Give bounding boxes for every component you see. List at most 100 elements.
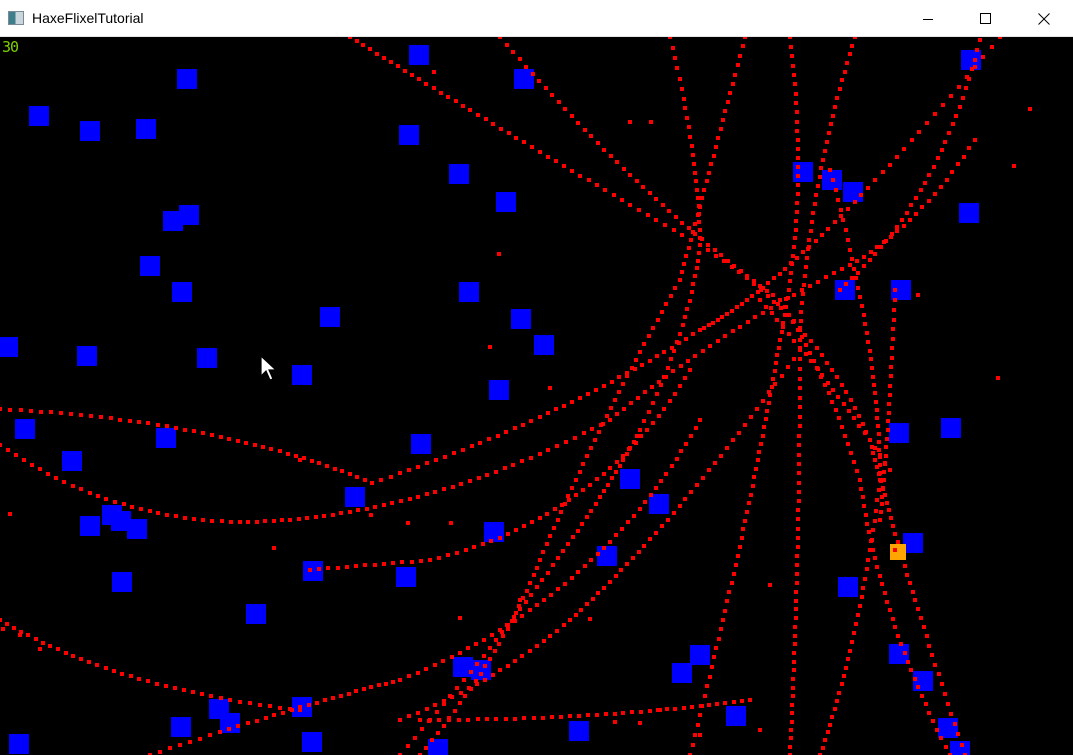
bullet [950,170,954,174]
bullet [659,383,663,387]
bullet [919,616,923,620]
minimize-button[interactable] [899,0,957,37]
bullet [849,398,853,402]
bullet [975,48,979,52]
title-bar[interactable]: HaxeFlixelTutorial [0,0,1073,37]
bullet [602,489,606,493]
bullet [685,307,689,311]
bullet [962,155,966,159]
bullet [466,646,470,650]
bullet [905,573,909,577]
bullet [816,280,820,284]
bullet [369,685,373,689]
bullet [738,545,742,549]
enemy-square [320,307,340,327]
bullet [479,672,483,676]
bullet [862,313,866,317]
bullet [948,753,952,755]
bullet [850,276,854,280]
bullet [389,475,393,479]
bullet [498,37,502,39]
bullet [638,507,642,511]
bullet [555,629,559,633]
bullet [227,437,231,441]
maximize-button[interactable] [957,0,1015,37]
bullet [563,107,567,111]
bullet [671,46,675,50]
game-canvas[interactable]: 30 [0,37,1073,755]
bullet [570,114,574,118]
bullet [863,322,867,326]
bullet [836,198,840,202]
bullet [963,753,967,755]
bullet [811,211,815,215]
bullet [628,173,632,177]
bullet [356,508,360,512]
bullet [741,44,745,48]
bullet [961,96,965,100]
bullet [920,694,924,698]
bullet [858,295,862,299]
bullet [990,45,994,49]
bullet [996,376,1000,380]
bullet [796,147,800,151]
bullet [795,581,799,585]
bullet [840,383,844,387]
bullet [604,712,608,716]
bullet [491,122,495,126]
bullet [853,200,857,204]
bullet [712,655,716,659]
bullet [916,685,920,689]
bullet [620,198,624,202]
bullet [522,524,526,528]
bullet [430,738,434,742]
bullet [697,220,701,224]
bullet [792,245,796,249]
bullet [816,184,820,188]
enemy-square [959,203,979,223]
bullet [804,265,808,269]
bullet [743,423,747,427]
bullet [459,482,463,486]
bullet [943,140,947,144]
bullet [935,728,939,732]
bullet [550,715,554,719]
bullet [683,376,687,380]
close-icon [1038,12,1050,25]
close-button[interactable] [1015,0,1073,37]
bullet [953,722,957,726]
bullet [413,736,417,740]
bullet [798,424,802,428]
bullet [795,572,799,576]
bullet [713,461,717,465]
bullet [148,509,152,513]
bullet [839,208,843,212]
bullet [59,411,63,415]
bullet [470,444,474,448]
bullet [531,72,535,76]
bullet [535,585,539,589]
bullet [794,101,798,105]
bullet [483,678,487,682]
bullet [608,580,612,584]
bullet [939,185,943,189]
bullet [798,386,802,390]
bullet [945,178,949,182]
bullet [513,619,517,623]
bullet [707,468,711,472]
bullet [701,476,705,480]
bullet [733,73,737,77]
bullet [609,406,613,410]
bullet [183,428,187,432]
bullet [911,590,915,594]
bullet [618,464,622,468]
bullet [728,91,732,95]
bullet [146,679,150,683]
bullet [896,540,900,544]
bullet [799,310,803,314]
bullet [556,518,560,522]
bullet [229,520,233,524]
bullet [272,546,276,550]
bullet [336,566,340,570]
bullet [88,491,92,495]
